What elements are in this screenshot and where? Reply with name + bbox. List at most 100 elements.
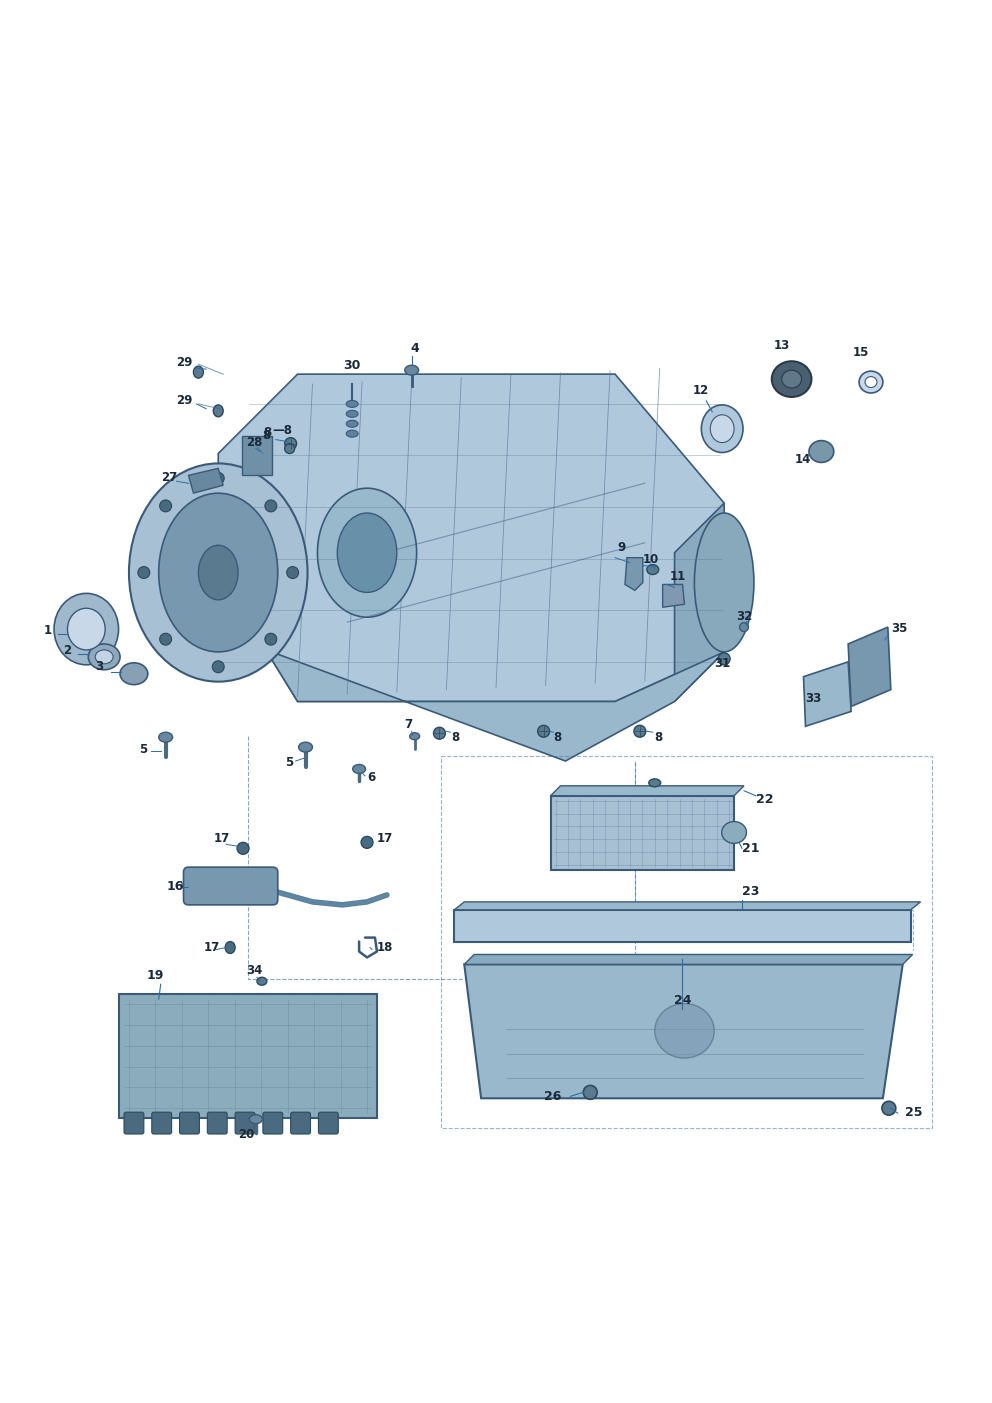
Text: 13: 13 [774,340,790,352]
Text: 5: 5 [139,744,147,756]
Text: 8: 8 [655,731,663,744]
Polygon shape [675,504,724,702]
Polygon shape [464,964,903,1099]
Ellipse shape [647,564,659,574]
Text: 28: 28 [246,435,263,449]
Polygon shape [242,436,272,476]
Ellipse shape [213,405,223,417]
Text: 3: 3 [95,659,103,673]
Text: 32: 32 [736,610,752,623]
Polygon shape [188,469,223,494]
FancyBboxPatch shape [318,1113,338,1134]
Ellipse shape [285,438,297,449]
Ellipse shape [337,513,397,592]
Ellipse shape [710,415,734,442]
Ellipse shape [265,633,277,645]
Ellipse shape [67,609,105,650]
Ellipse shape [287,567,299,578]
Text: 12: 12 [692,384,708,397]
Ellipse shape [237,842,249,854]
Text: 4: 4 [411,342,419,355]
Ellipse shape [120,662,148,685]
Ellipse shape [772,361,811,397]
Ellipse shape [538,725,550,737]
Polygon shape [454,909,911,941]
Text: 35: 35 [891,622,908,636]
Text: 19: 19 [147,969,165,982]
Ellipse shape [701,405,743,453]
Text: 20: 20 [238,1128,254,1141]
Text: 11: 11 [670,571,685,584]
Ellipse shape [809,441,833,463]
FancyBboxPatch shape [235,1113,255,1134]
Text: 23: 23 [742,885,760,898]
Ellipse shape [317,488,417,617]
Ellipse shape [250,1114,262,1124]
Text: 17: 17 [377,832,393,846]
FancyBboxPatch shape [207,1113,227,1134]
Ellipse shape [54,593,118,665]
Ellipse shape [583,1086,597,1100]
Text: 2: 2 [63,644,71,657]
Ellipse shape [265,499,277,512]
Text: 18: 18 [377,941,394,954]
Ellipse shape [718,652,730,665]
Ellipse shape [95,650,113,664]
Text: 21: 21 [742,842,760,856]
Text: 9: 9 [617,540,625,554]
Text: 8: 8 [451,731,459,744]
Text: 8: 8 [554,731,561,744]
Ellipse shape [634,725,646,737]
Ellipse shape [159,732,173,742]
Ellipse shape [882,1101,896,1115]
Ellipse shape [346,400,358,407]
Text: 27: 27 [161,471,177,484]
Polygon shape [663,585,684,607]
Text: 24: 24 [674,995,691,1007]
Ellipse shape [346,410,358,417]
Ellipse shape [655,1003,714,1058]
Ellipse shape [285,443,295,453]
Ellipse shape [410,732,420,739]
Ellipse shape [649,779,661,787]
FancyBboxPatch shape [291,1113,310,1134]
Text: 29: 29 [177,356,193,369]
Text: 7: 7 [405,718,413,731]
Text: 33: 33 [806,692,821,704]
Polygon shape [464,954,913,964]
Polygon shape [848,627,891,707]
Text: —8: —8 [273,424,293,436]
Text: 25: 25 [905,1106,923,1120]
Ellipse shape [722,822,746,843]
Text: 10: 10 [643,553,659,565]
Text: 26: 26 [544,1090,561,1103]
Ellipse shape [694,513,754,652]
Polygon shape [218,572,724,760]
Text: 29: 29 [177,394,193,407]
FancyBboxPatch shape [124,1113,144,1134]
Text: 15: 15 [853,347,869,359]
FancyBboxPatch shape [184,867,278,905]
Ellipse shape [405,365,419,375]
Text: 31: 31 [714,657,730,669]
Ellipse shape [346,421,358,427]
Polygon shape [625,557,643,591]
Ellipse shape [346,431,358,438]
Ellipse shape [257,978,267,985]
FancyBboxPatch shape [152,1113,172,1134]
Polygon shape [804,662,851,727]
Ellipse shape [159,494,278,652]
Text: 30: 30 [343,359,361,372]
Polygon shape [218,375,724,702]
FancyBboxPatch shape [263,1113,283,1134]
Polygon shape [454,902,921,909]
Ellipse shape [353,765,365,773]
Text: 8: 8 [262,429,270,442]
Text: 17: 17 [203,941,219,954]
Ellipse shape [129,463,308,682]
Ellipse shape [859,372,883,393]
Text: 17: 17 [213,832,229,846]
Ellipse shape [198,546,238,600]
Ellipse shape [225,941,235,954]
Ellipse shape [193,366,203,377]
